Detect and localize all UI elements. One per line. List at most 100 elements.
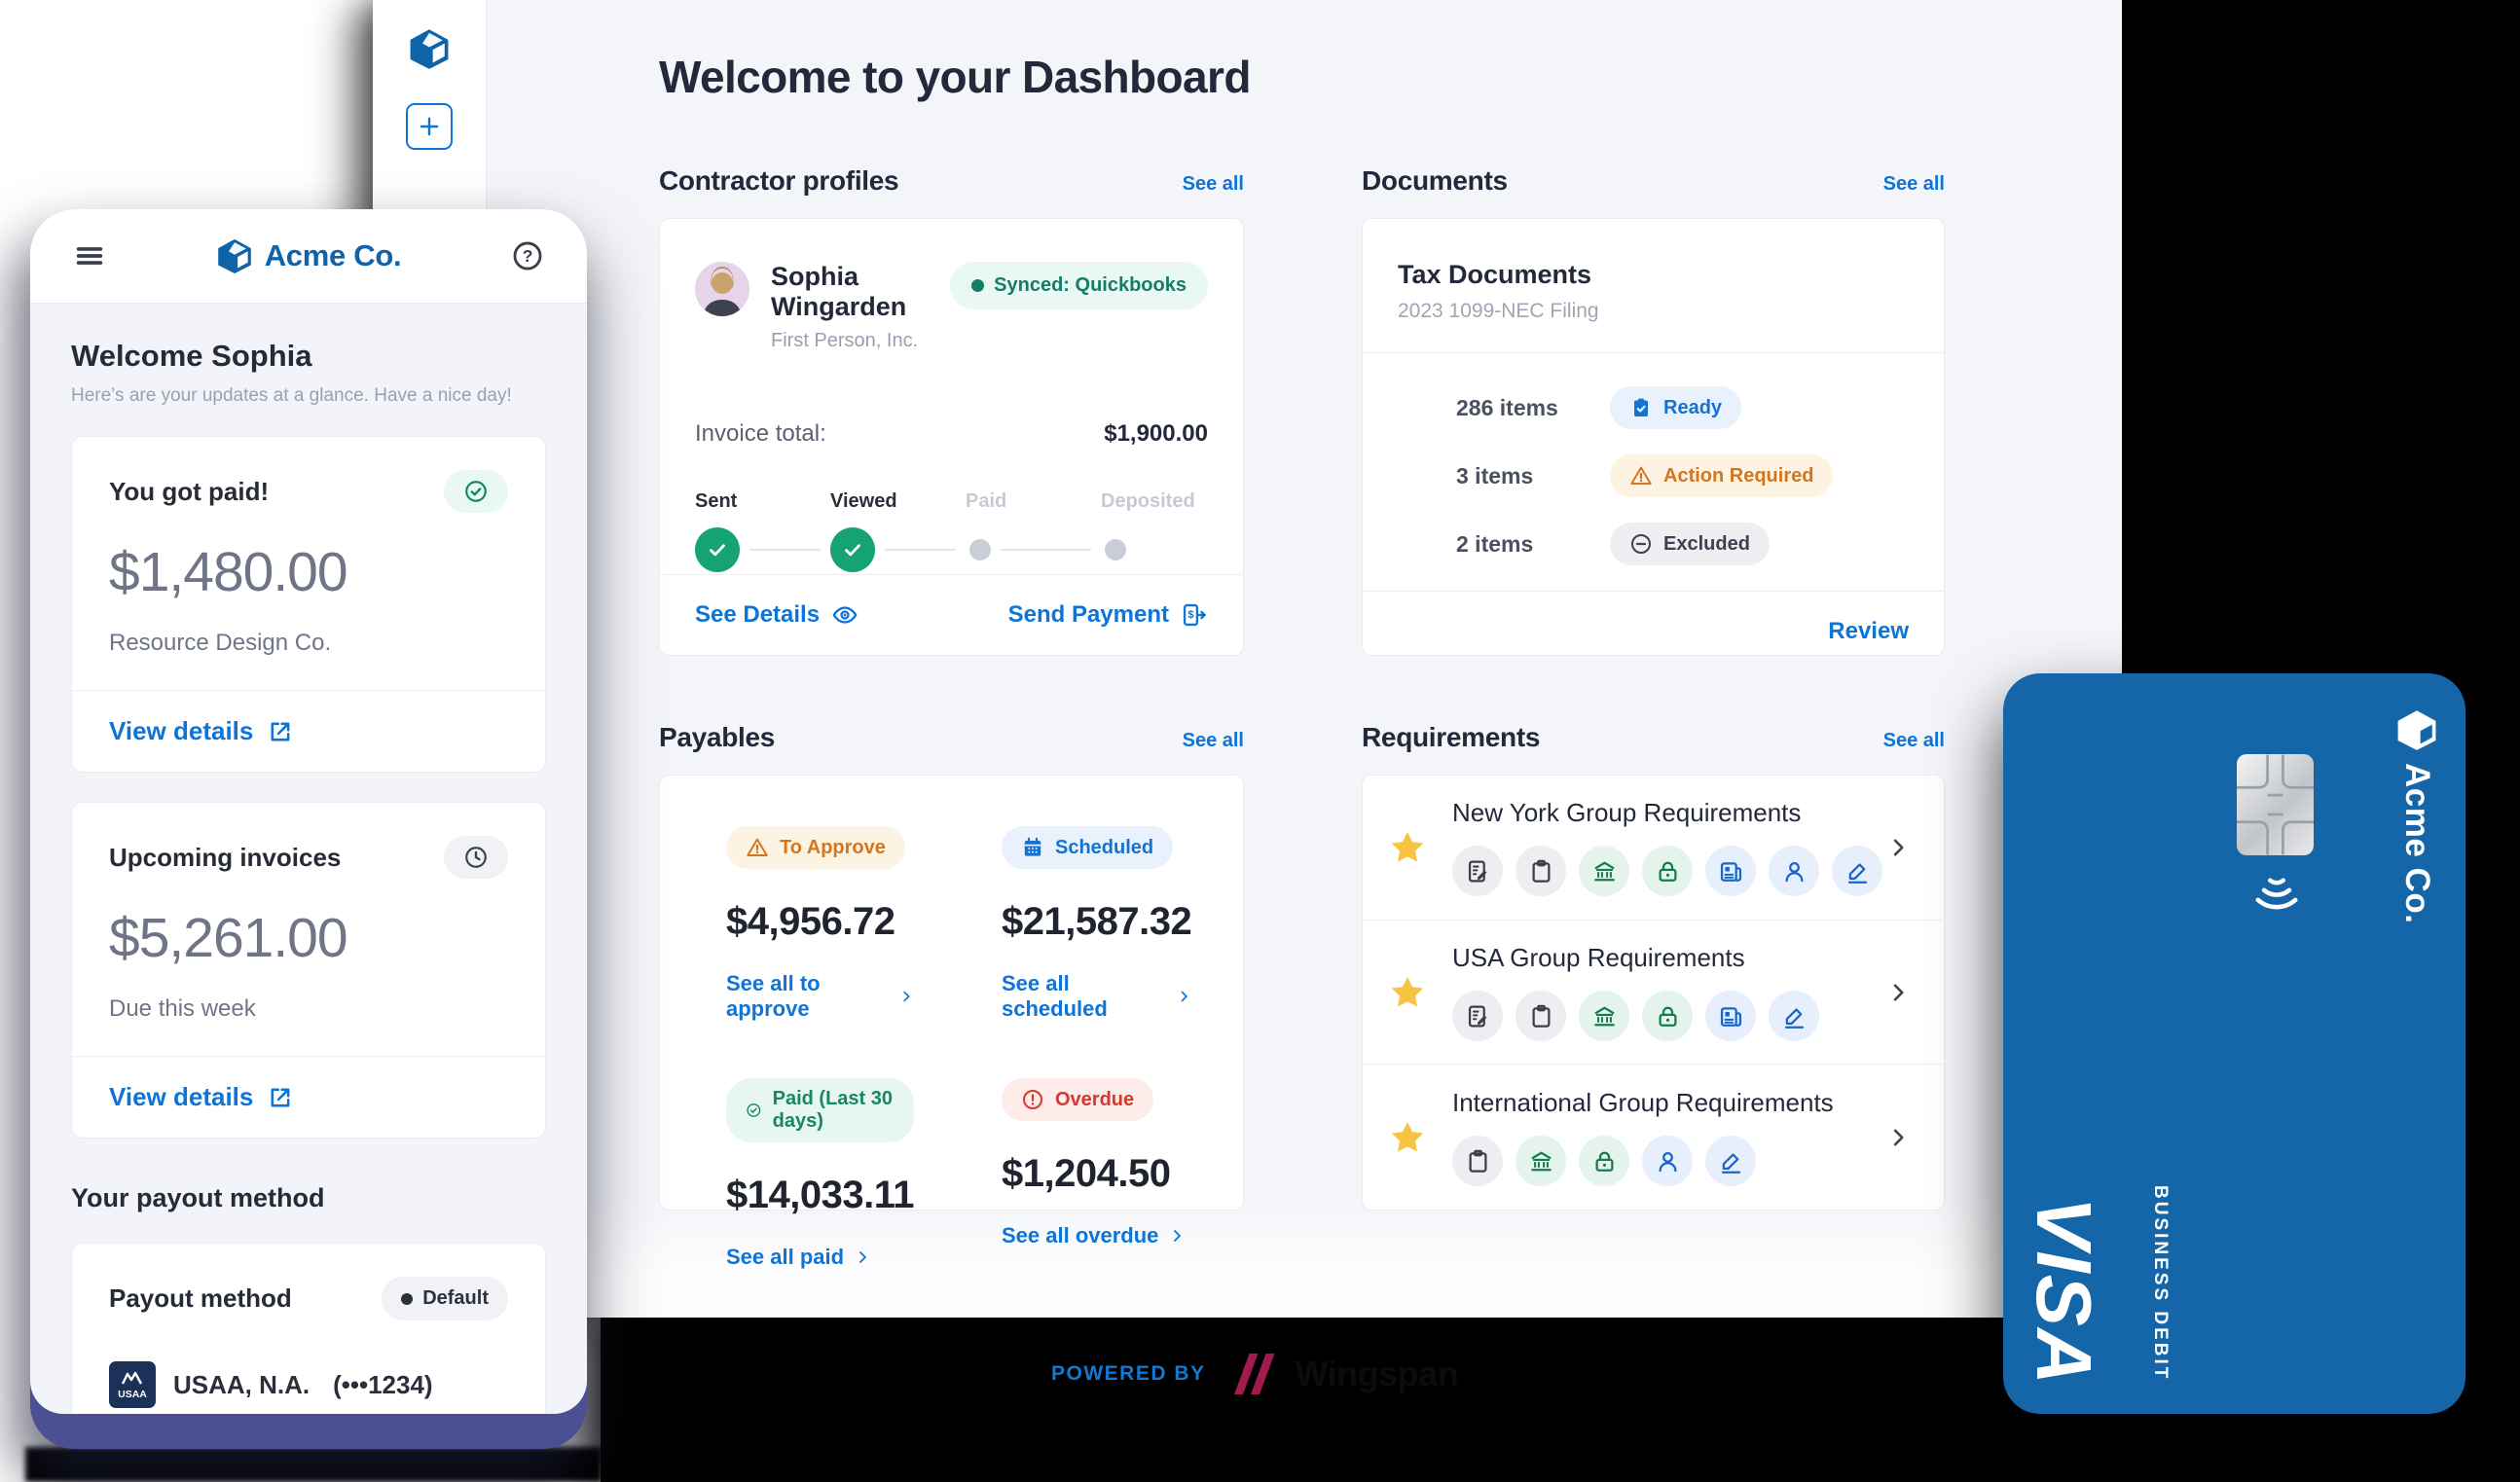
step-check-icon	[695, 527, 740, 572]
check-circle-icon	[746, 1099, 762, 1122]
chevron-right-icon[interactable]	[1885, 1125, 1911, 1150]
powered-by-footer: POWERED BY Wingspan	[1051, 1353, 1459, 1395]
signature-icon	[1832, 846, 1882, 897]
visa-logo: VISA	[2021, 1197, 2107, 1387]
avatar	[695, 262, 749, 316]
help-icon[interactable]	[511, 239, 544, 272]
paid-amount: $14,033.11	[726, 1174, 915, 1216]
requirement-row-usa[interactable]: USA Group Requirements	[1363, 921, 1944, 1066]
contractor-company: First Person, Inc.	[771, 330, 919, 351]
see-all-to-approve-link[interactable]: See all to approve	[726, 971, 914, 1022]
paid-view-details-link[interactable]: View details	[109, 716, 294, 746]
contractor-see-all-link[interactable]: See all	[1182, 173, 1244, 195]
mobile-mockup: Acme Co. Welcome Sophia Here’s are your …	[30, 209, 587, 1449]
chevron-right-icon[interactable]	[1885, 980, 1911, 1005]
upcoming-view-details-link[interactable]: View details	[109, 1082, 294, 1112]
step-sent: Sent	[695, 490, 830, 573]
status-dot	[401, 1292, 414, 1305]
payables-see-all-link[interactable]: See all	[1182, 730, 1244, 751]
requirement-row-international[interactable]: International Group Requirements	[1363, 1065, 1944, 1210]
mobile-welcome-subtitle: Here’s are your updates at a glance. Hav…	[71, 385, 512, 406]
brand-name: Acme Co.	[264, 238, 402, 272]
person-icon	[1769, 846, 1819, 897]
see-all-scheduled-link[interactable]: See all scheduled	[1002, 971, 1191, 1022]
payables-section: Payables See all To Approve $4,956.72	[659, 722, 1244, 1269]
ready-badge: Ready	[1610, 386, 1742, 429]
step-deposited: Deposited	[1101, 490, 1208, 573]
chevron-right-icon[interactable]	[1885, 835, 1911, 860]
powered-by-label: POWERED BY	[1051, 1362, 1206, 1385]
status-dot	[971, 279, 985, 292]
star-icon[interactable]	[1388, 828, 1427, 867]
signature-icon	[1769, 991, 1819, 1041]
card-type-label: BUSINESS DEBIT	[2150, 1184, 2171, 1381]
hamburger-menu-icon[interactable]	[73, 239, 106, 272]
to-approve-amount: $4,956.72	[726, 900, 895, 943]
payables-tile-overdue: Overdue $1,204.50 See all overdue	[1002, 1078, 1191, 1270]
section-heading-requirements: Requirements	[1362, 722, 1541, 752]
section-heading-contractor: Contractor profiles	[659, 165, 899, 196]
page-title: Welcome to your Dashboard	[659, 52, 1251, 102]
documents-row-excluded: 2 items Excluded	[1456, 523, 1944, 565]
wingspan-wordmark: Wingspan	[1295, 1354, 1459, 1393]
section-heading-documents: Documents	[1362, 165, 1508, 196]
contractor-profiles-section: Contractor profiles See all Sophia Winga…	[659, 165, 1244, 656]
check-circle-icon	[463, 479, 489, 504]
bank-icon	[1516, 1136, 1566, 1187]
step-pending-dot	[969, 539, 991, 560]
card-chip	[2237, 754, 2314, 855]
step-paid: Paid	[966, 490, 1101, 573]
payout-card-title: Payout method	[109, 1283, 292, 1313]
see-all-paid-link[interactable]: See all paid	[726, 1245, 871, 1270]
invoice-progress-steps: Sent Viewed Paid	[695, 490, 1208, 573]
scheduled-amount: $21,587.32	[1002, 900, 1192, 943]
dashboard-content: Welcome to your Dashboard Contractor pro…	[487, 0, 2122, 1318]
clipboard-icon	[1516, 846, 1566, 897]
payables-tile-paid: Paid (Last 30 days) $14,033.11 See all p…	[726, 1078, 915, 1270]
mobile-brand-logo: Acme Co.	[106, 237, 511, 274]
contractor-name: Sophia Wingarden	[771, 262, 907, 321]
requirement-row-new-york[interactable]: New York Group Requirements	[1363, 776, 1944, 921]
payout-section-title: Your payout method	[71, 1183, 325, 1212]
add-new-button[interactable]	[406, 103, 453, 150]
cube-logo-icon	[408, 27, 451, 70]
card-brand: Acme Co.	[2395, 708, 2438, 923]
send-payment-link[interactable]: Send Payment	[1008, 601, 1208, 629]
invoice-total-value: $1,900.00	[1104, 420, 1208, 447]
star-icon[interactable]	[1388, 1118, 1427, 1157]
cube-logo-icon	[216, 237, 253, 274]
documents-row-ready: 286 items Ready	[1456, 386, 1944, 429]
document-edit-icon	[1452, 991, 1503, 1041]
overdue-amount: $1,204.50	[1002, 1152, 1171, 1195]
documents-see-all-link[interactable]: See all	[1882, 173, 1945, 195]
synced-badge: Synced: Quickbooks	[950, 262, 1208, 309]
see-all-overdue-link[interactable]: See all overdue	[1002, 1223, 1186, 1248]
document-edit-icon	[1452, 846, 1503, 897]
requirements-see-all-link[interactable]: See all	[1882, 730, 1945, 751]
eye-icon	[831, 601, 858, 629]
upcoming-note: Due this week	[109, 995, 256, 1022]
clock-icon	[463, 845, 489, 870]
signature-icon	[1705, 1136, 1756, 1187]
plus-icon	[417, 114, 442, 139]
overdue-badge: Overdue	[1002, 1078, 1154, 1121]
card-brand-name: Acme Co.	[2398, 763, 2436, 924]
mobile-welcome-title: Welcome Sophia	[71, 339, 312, 373]
chevron-right-icon	[1176, 988, 1191, 1005]
step-pending-dot	[1105, 539, 1126, 560]
bank-account-row[interactable]: USAA, N.A. (•••1234)	[109, 1361, 508, 1408]
upcoming-card-title: Upcoming invoices	[109, 842, 342, 872]
lock-icon	[1642, 991, 1693, 1041]
to-approve-badge: To Approve	[726, 826, 905, 869]
see-details-link[interactable]: See Details	[695, 601, 858, 629]
wingspan-w-logo	[1225, 1353, 1276, 1395]
star-icon[interactable]	[1388, 973, 1427, 1012]
review-link[interactable]: Review	[1828, 618, 1909, 644]
external-link-icon	[267, 718, 294, 745]
bank-masked-number: (•••1234)	[333, 1369, 433, 1399]
step-viewed: Viewed	[830, 490, 966, 573]
person-icon	[1642, 1136, 1693, 1187]
clipboard-icon	[1516, 991, 1566, 1041]
visa-debit-card: Acme Co. VISA BUSINESS DEBIT	[2003, 673, 2465, 1414]
